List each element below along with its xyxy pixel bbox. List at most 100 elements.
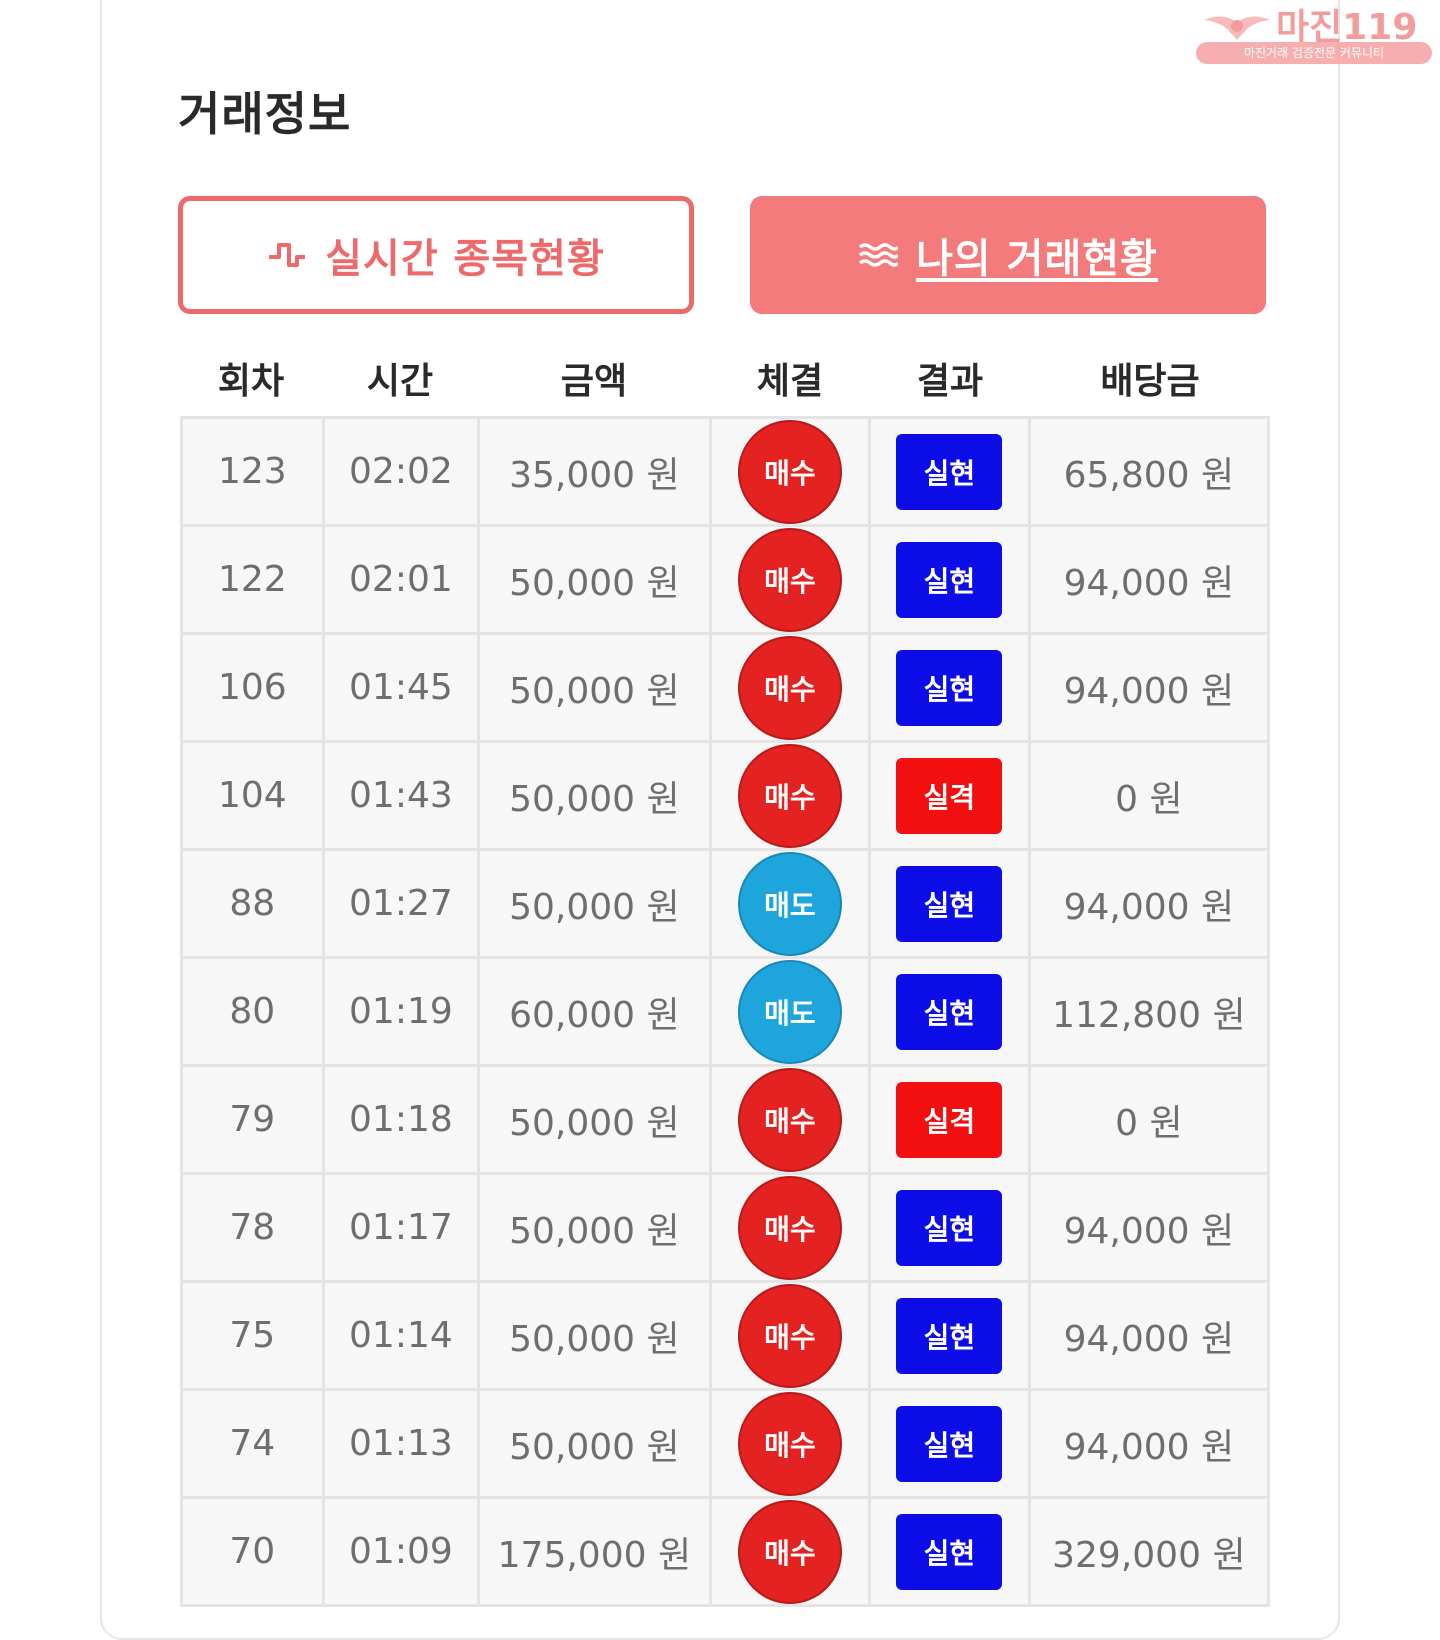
watermark-logo: 마진119 마진거래 검증전문 커뮤니티 — [1196, 8, 1432, 66]
result-badge: 실현 — [896, 541, 1003, 618]
fill-cell: 매수 — [711, 1175, 872, 1283]
fill-cell: 매수 — [711, 1391, 872, 1499]
tab-my-trades[interactable]: 나의 거래현황 — [750, 196, 1266, 314]
round-cell: 104 — [183, 743, 325, 851]
result-cell: 실현 — [871, 1499, 1031, 1607]
fill-badge: 매수 — [737, 527, 842, 632]
fill-cell: 매도 — [711, 959, 872, 1067]
table-row: 122 02:01 50,000 원 매수 실현 94,000 원 — [183, 527, 1271, 635]
result-cell: 실현 — [871, 419, 1031, 527]
table-row: 79 01:18 50,000 원 매수 실격 0 원 — [183, 1067, 1271, 1175]
time-cell: 01:18 — [324, 1067, 481, 1175]
result-badge: 실현 — [896, 1405, 1003, 1482]
fill-badge: 매도 — [737, 851, 842, 956]
time-cell: 01:43 — [324, 743, 481, 851]
watermark-tagline: 마진거래 검증전문 커뮤니티 — [1196, 42, 1432, 64]
time-cell: 01:13 — [324, 1391, 481, 1499]
table-row: 104 01:43 50,000 원 매수 실격 0 원 — [183, 743, 1271, 851]
table-row: 70 01:09 175,000 원 매수 실현 329,000 원 — [183, 1499, 1271, 1607]
result-cell: 실격 — [871, 743, 1031, 851]
fill-badge: 매수 — [737, 1499, 842, 1604]
fill-badge: 매수 — [737, 419, 842, 524]
amount-cell: 50,000 원 — [480, 527, 712, 635]
time-cell: 01:27 — [324, 851, 481, 959]
result-cell: 실현 — [871, 1175, 1031, 1283]
result-badge: 실현 — [896, 865, 1003, 942]
result-badge: 실격 — [896, 757, 1003, 834]
result-badge: 실현 — [896, 1513, 1003, 1590]
fill-cell: 매수 — [711, 1499, 872, 1607]
time-cell: 01:19 — [324, 959, 481, 1067]
amount-cell: 50,000 원 — [480, 635, 712, 743]
fill-cell: 매수 — [711, 1067, 872, 1175]
result-cell: 실현 — [871, 851, 1031, 959]
fill-cell: 매수 — [711, 1283, 872, 1391]
result-cell: 실현 — [871, 1283, 1031, 1391]
fill-cell: 매도 — [711, 851, 872, 959]
result-cell: 실현 — [871, 635, 1031, 743]
round-cell: 70 — [183, 1499, 325, 1607]
result-badge: 실현 — [896, 1297, 1003, 1374]
payout-cell: 94,000 원 — [1030, 1175, 1271, 1283]
round-cell: 75 — [183, 1283, 325, 1391]
table-row: 74 01:13 50,000 원 매수 실현 94,000 원 — [183, 1391, 1271, 1499]
col-header-round: 회차 — [217, 361, 285, 402]
round-cell: 122 — [183, 527, 325, 635]
fill-badge: 매수 — [737, 1391, 842, 1496]
trade-table: 123 02:02 35,000 원 매수 실현 65,800 원 122 02… — [180, 416, 1271, 1607]
result-badge: 실격 — [896, 1081, 1003, 1158]
payout-cell: 112,800 원 — [1030, 959, 1271, 1067]
result-cell: 실격 — [871, 1067, 1031, 1175]
round-cell: 78 — [183, 1175, 325, 1283]
table-row: 80 01:19 60,000 원 매도 실현 112,800 원 — [183, 959, 1271, 1067]
waves-icon — [859, 243, 899, 267]
amount-cell: 50,000 원 — [480, 1067, 712, 1175]
fill-cell: 매수 — [711, 527, 872, 635]
fill-badge: 매수 — [737, 1175, 842, 1280]
round-cell: 79 — [183, 1067, 325, 1175]
amount-cell: 50,000 원 — [480, 1391, 712, 1499]
amount-cell: 50,000 원 — [480, 743, 712, 851]
eagle-icon — [1204, 16, 1270, 40]
round-cell: 80 — [183, 959, 325, 1067]
fill-badge: 매수 — [737, 1067, 842, 1172]
time-cell: 01:09 — [324, 1499, 481, 1607]
table-header: 회차 시간 금액 체결 결과 배당금 — [180, 352, 1270, 412]
payout-cell: 94,000 원 — [1030, 527, 1271, 635]
payout-cell: 65,800 원 — [1030, 419, 1271, 527]
pulse-icon — [269, 243, 306, 267]
tab-realtime-label: 실시간 종목현황 — [325, 236, 605, 282]
table-row: 78 01:17 50,000 원 매수 실현 94,000 원 — [183, 1175, 1271, 1283]
payout-cell: 0 원 — [1030, 743, 1271, 851]
fill-badge: 매수 — [737, 1283, 842, 1388]
watermark-brand: 마진119 — [1276, 7, 1418, 48]
time-cell: 01:17 — [324, 1175, 481, 1283]
fill-badge: 매수 — [737, 635, 842, 740]
fill-cell: 매수 — [711, 635, 872, 743]
tab-my-trades-label: 나의 거래현황 — [916, 236, 1158, 282]
result-badge: 실현 — [896, 973, 1003, 1050]
result-badge: 실현 — [896, 433, 1003, 510]
fill-cell: 매수 — [711, 743, 872, 851]
amount-cell: 50,000 원 — [480, 851, 712, 959]
result-badge: 실현 — [896, 649, 1003, 726]
amount-cell: 35,000 원 — [480, 419, 712, 527]
payout-cell: 94,000 원 — [1030, 1283, 1271, 1391]
round-cell: 88 — [183, 851, 325, 959]
col-header-time: 시간 — [366, 361, 434, 402]
result-cell: 실현 — [871, 527, 1031, 635]
amount-cell: 175,000 원 — [480, 1499, 712, 1607]
result-cell: 실현 — [871, 959, 1031, 1067]
col-header-amount: 금액 — [560, 361, 628, 402]
col-header-fill: 체결 — [756, 361, 824, 402]
round-cell: 106 — [183, 635, 325, 743]
col-header-payout: 배당금 — [1100, 361, 1200, 402]
tab-realtime-status[interactable]: 실시간 종목현황 — [178, 196, 694, 314]
time-cell: 02:01 — [324, 527, 481, 635]
col-header-result: 결과 — [916, 361, 984, 402]
result-badge: 실현 — [896, 1189, 1003, 1266]
payout-cell: 94,000 원 — [1030, 1391, 1271, 1499]
table-row: 75 01:14 50,000 원 매수 실현 94,000 원 — [183, 1283, 1271, 1391]
fill-badge: 매수 — [737, 743, 842, 848]
round-cell: 123 — [183, 419, 325, 527]
